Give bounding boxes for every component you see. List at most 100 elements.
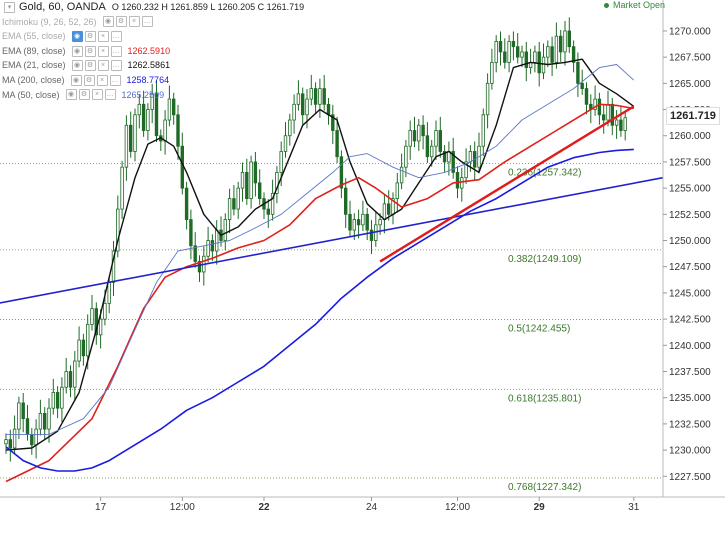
eye-icon[interactable]: ◉ — [102, 16, 114, 28]
candle — [580, 69, 584, 95]
y-tick-label: 1237.500 — [669, 367, 711, 378]
more-icon[interactable]: … — [141, 16, 153, 28]
fib-level-label: 0.5(1242.455) — [508, 324, 570, 335]
indicator-label: EMA (89, close) — [2, 45, 66, 56]
eye-icon[interactable]: ◉ — [71, 45, 83, 57]
candle — [623, 111, 627, 141]
candle — [614, 110, 619, 139]
candle — [214, 220, 219, 265]
candle — [361, 200, 365, 232]
candle — [417, 118, 421, 151]
indicator-row[interactable]: EMA (21, close) ◉ ⚙ ×… 1262.5861 — [2, 58, 304, 73]
chart-legend: ▾ Gold, 60, OANDA O 1260.232 H 1261.859 … — [2, 0, 304, 102]
candle — [546, 40, 550, 68]
close-icon[interactable]: × — [97, 45, 109, 57]
eye-icon[interactable]: ◉ — [70, 74, 82, 86]
eye-icon[interactable]: ◉ — [71, 60, 83, 72]
y-tick-label: 1232.500 — [669, 419, 711, 430]
candle — [524, 41, 528, 82]
close-icon[interactable]: × — [128, 16, 140, 28]
candle — [490, 48, 494, 90]
gear-icon[interactable]: ⚙ — [83, 74, 95, 86]
candle — [154, 80, 159, 143]
candle — [223, 213, 227, 251]
close-icon[interactable]: × — [91, 89, 103, 101]
more-icon[interactable]: … — [110, 30, 122, 42]
y-tick-label: 1235.000 — [669, 393, 711, 404]
indicator-lines — [5, 58, 635, 483]
candle — [257, 169, 262, 205]
x-tick-label: 22 — [258, 502, 270, 513]
more-icon[interactable]: … — [110, 60, 122, 72]
more-icon[interactable]: … — [104, 89, 116, 101]
candle — [421, 115, 425, 150]
red-trendline[interactable] — [379, 105, 635, 263]
more-icon[interactable]: … — [110, 45, 122, 57]
indicator-row[interactable]: EMA (55, close) ◉ ⚙ ×… — [2, 29, 304, 44]
price-scale[interactable] — [663, 0, 725, 543]
candle — [412, 116, 417, 148]
indicator-label: EMA (21, close) — [2, 60, 66, 71]
indicator-value: 1262.5861 — [127, 60, 171, 71]
candle — [270, 179, 275, 221]
candle — [537, 41, 541, 87]
more-icon[interactable]: … — [109, 74, 121, 86]
candle — [365, 208, 369, 240]
candle — [391, 192, 395, 225]
trendlines[interactable] — [0, 105, 664, 304]
candle — [236, 181, 240, 220]
candle — [240, 162, 245, 202]
candle — [528, 48, 533, 74]
candle — [494, 35, 498, 73]
candle — [563, 21, 567, 66]
candle — [90, 295, 94, 331]
candle — [610, 98, 614, 136]
candle — [262, 192, 266, 220]
series-line-2 — [6, 64, 635, 435]
candle — [150, 83, 154, 124]
close-icon[interactable]: × — [97, 30, 109, 42]
candle — [81, 333, 86, 366]
y-tick-label: 1265.000 — [669, 79, 711, 90]
candle — [374, 211, 378, 247]
candle — [21, 392, 25, 433]
candle — [51, 378, 55, 415]
indicator-row[interactable]: EMA (89, close) ◉ ⚙ ×… 1262.5910 — [2, 44, 304, 59]
gear-icon[interactable]: ⚙ — [84, 30, 96, 42]
candle — [503, 38, 507, 69]
collapse-icon[interactable]: ▾ — [4, 1, 15, 13]
y-tick-label: 1255.000 — [669, 184, 711, 195]
eye-icon[interactable]: ◉ — [65, 89, 77, 101]
time-scale[interactable] — [0, 497, 725, 543]
candle — [73, 351, 77, 401]
candle — [593, 85, 597, 116]
gear-icon[interactable]: ⚙ — [84, 60, 96, 72]
x-tick-label: 17 — [95, 502, 107, 513]
candle — [38, 399, 43, 436]
candle — [141, 90, 146, 137]
eye-icon[interactable]: ◉ — [71, 30, 83, 42]
indicator-row[interactable]: MA (50, close) ◉ ⚙ ×… 1265.2509 — [2, 88, 304, 103]
fib-level-label: 0.382(1249.109) — [508, 254, 581, 265]
market-status-label: Market Open — [613, 0, 666, 10]
candle — [43, 407, 47, 440]
indicator-row[interactable]: MA (200, close) ◉ ⚙ ×… 1258.7764 — [2, 73, 304, 88]
candle — [451, 137, 455, 179]
indicator-row[interactable]: Ichimoku (9, 26, 52, 26) ◉ ⚙ ×… — [2, 15, 304, 30]
candle — [171, 92, 176, 125]
indicator-value: 1262.5910 — [127, 45, 171, 56]
candle — [292, 94, 296, 134]
gear-icon[interactable]: ⚙ — [78, 89, 90, 101]
candle — [189, 209, 193, 260]
gear-icon[interactable]: ⚙ — [115, 16, 127, 28]
blue-trendline[interactable] — [0, 176, 664, 304]
close-icon[interactable]: × — [97, 60, 109, 72]
x-tick-label: 29 — [534, 502, 546, 513]
gear-icon[interactable]: ⚙ — [84, 45, 96, 57]
candle — [464, 148, 468, 184]
x-tick-label: 12:00 — [170, 502, 195, 513]
close-icon[interactable]: × — [96, 74, 108, 86]
candle — [554, 22, 559, 69]
fib-level-label: 0.236(1257.342) — [508, 168, 581, 179]
